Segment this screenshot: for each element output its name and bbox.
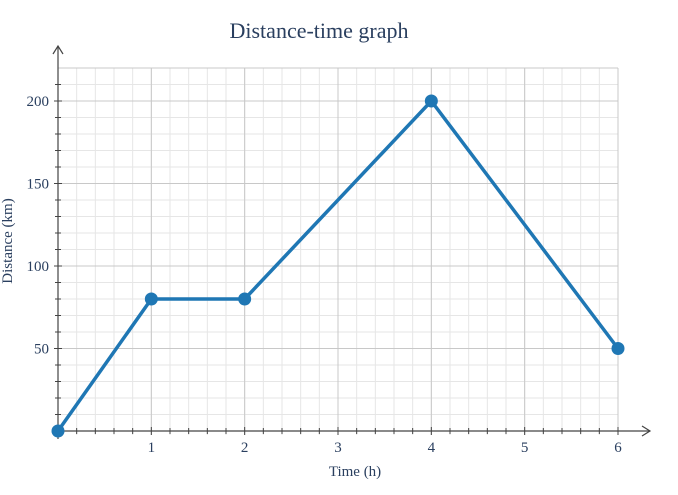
x-tick-label: 2	[241, 440, 249, 456]
axes	[52, 44, 652, 439]
y-axis-arrow	[52, 44, 64, 55]
data-point	[238, 292, 252, 306]
x-tick-label: 5	[521, 440, 529, 456]
y-tick-label: 150	[27, 177, 50, 193]
x-tick-label: 3	[334, 440, 342, 456]
chart-title: Distance-time graph	[230, 18, 409, 43]
y-tick-label: 200	[27, 94, 50, 110]
x-axis-arrow	[641, 425, 652, 437]
y-tick-label: 50	[34, 342, 49, 358]
data-point	[51, 424, 65, 438]
x-tick-label: 1	[148, 440, 156, 456]
x-tick-label: 4	[428, 440, 436, 456]
y-tick-label: 100	[27, 259, 50, 275]
data-point	[424, 94, 438, 108]
x-tick-label: 6	[614, 440, 622, 456]
x-axis-label: Time (h)	[329, 464, 381, 480]
series	[51, 94, 625, 438]
tick-labels: 1 2 3 4 5 6 50 100 150 200	[27, 94, 623, 456]
y-axis-label: Distance (km)	[0, 198, 16, 283]
data-point	[611, 342, 625, 355]
major-gridlines	[58, 67, 619, 435]
data-point	[144, 292, 158, 306]
